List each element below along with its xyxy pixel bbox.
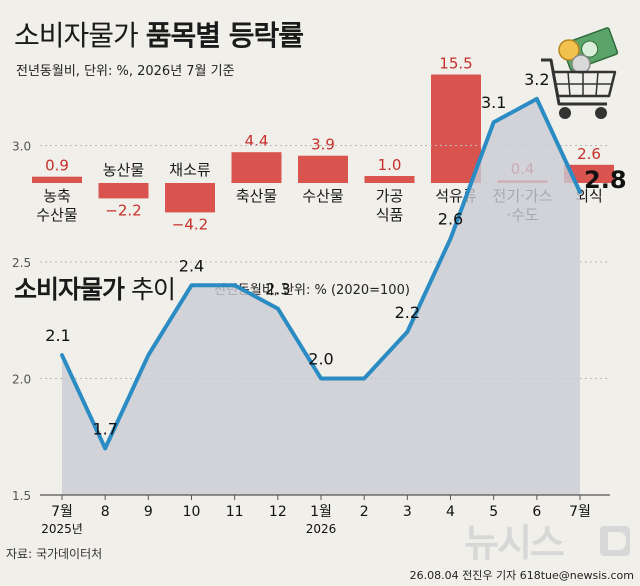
bar-0 bbox=[32, 176, 82, 183]
y-tick-label-2: 2.5 bbox=[12, 256, 31, 270]
point-value-label-3: 2.4 bbox=[179, 256, 204, 275]
bottom-subtitle: 전년동월비, 단위: % (2020=100) bbox=[214, 283, 410, 298]
x-tick-label-9: 4 bbox=[446, 504, 455, 520]
bar-2 bbox=[165, 183, 215, 213]
x-sublabel-0: 2025년 bbox=[41, 522, 83, 536]
bar-value-label-8: 2.6 bbox=[577, 145, 601, 163]
x-tick-label-3: 10 bbox=[183, 504, 201, 520]
x-tick-label-5: 12 bbox=[269, 504, 287, 520]
trend-line bbox=[60, 96, 582, 451]
x-tick-label-0: 7월 bbox=[51, 504, 73, 520]
bar-category-label-0-0: 농축 bbox=[43, 187, 71, 205]
cpi-trend-chart: 1.5 2.0 2.5 3.0 2.1 7월 2025년 1.7 8 9 2.4 10 11 2.3 12 2… bbox=[12, 70, 627, 536]
x-sublabel-6: 2026 bbox=[306, 522, 337, 536]
bar-category-label-1-0: 농산물 bbox=[103, 161, 144, 179]
x-tick-label-7: 2 bbox=[360, 504, 369, 520]
bottom-title-bold: 소비자물가 bbox=[14, 275, 125, 304]
bar-6 bbox=[431, 74, 481, 183]
x-tick-label-6: 1월 bbox=[310, 504, 332, 520]
point-value-label-5: 2.3 bbox=[265, 280, 290, 299]
bar-8 bbox=[564, 164, 614, 183]
bar-category-label-5-1: 식품 bbox=[376, 206, 404, 224]
bar-category-label-8-0: 외식 bbox=[575, 187, 603, 205]
bar-1 bbox=[98, 183, 149, 199]
x-tick-label-1: 8 bbox=[101, 504, 110, 520]
point-value-label-1: 1.7 bbox=[92, 419, 117, 438]
top-subtitle: 전년동월비, 단위: %, 2026년 7월 기준 bbox=[16, 64, 235, 79]
bar-4 bbox=[298, 155, 348, 183]
x-tick-label-4: 11 bbox=[226, 504, 244, 520]
y-tick-label-1: 2.0 bbox=[12, 373, 31, 387]
x-tick-label-11: 6 bbox=[532, 504, 541, 520]
y-tick-label-0: 1.5 bbox=[12, 489, 31, 503]
x-tick-label-2: 9 bbox=[144, 504, 153, 520]
bar-value-label-4: 3.9 bbox=[311, 136, 335, 154]
bottom-title: 소비자물가 추이 bbox=[14, 270, 176, 306]
shopping-cart-with-money-icon bbox=[541, 27, 619, 119]
bar-category-label-5-0: 가공 bbox=[376, 187, 404, 205]
bar-category-label-0-1: 수산물 bbox=[36, 206, 77, 224]
point-value-label-0: 2.1 bbox=[45, 326, 70, 345]
bar-category-label-4-0: 수산물 bbox=[302, 187, 343, 205]
bar-category-label-2-0: 채소류 bbox=[169, 161, 211, 179]
point-value-label-9: 2.6 bbox=[438, 210, 463, 229]
bar-category-label-3-0: 축산물 bbox=[236, 187, 277, 205]
bar-value-label-0: 0.9 bbox=[45, 157, 69, 175]
area-fill bbox=[62, 98, 580, 496]
bar-value-label-2: −4.2 bbox=[172, 215, 208, 233]
top-title: 소비자물가 품목별 등락률 bbox=[14, 14, 304, 54]
bar-3 bbox=[231, 152, 282, 183]
point-value-label-8: 2.2 bbox=[395, 303, 420, 322]
x-tick-label-12: 7월 bbox=[569, 504, 591, 520]
y-tick-label-3: 3.0 bbox=[12, 140, 31, 154]
point-value-label-12: 2.8 bbox=[584, 166, 627, 194]
credit-line: 26.08.04 전진우 기자 618tue@newsis.com bbox=[409, 569, 634, 582]
bar-value-label-5: 1.0 bbox=[378, 156, 402, 174]
top-title-normal: 소비자물가 bbox=[14, 19, 139, 52]
bar-value-label-1: −2.2 bbox=[105, 201, 141, 219]
x-tick-label-8: 3 bbox=[403, 504, 412, 520]
point-value-label-11: 3.2 bbox=[524, 70, 549, 89]
bar-5 bbox=[364, 176, 415, 183]
newsis-logo: 뉴시스 bbox=[464, 521, 630, 564]
bottom-title-light: 추이 bbox=[130, 275, 176, 304]
top-title-bold: 품목별 등락률 bbox=[145, 19, 304, 52]
logo-text: 뉴시스 bbox=[464, 521, 564, 564]
point-value-label-6: 2.0 bbox=[308, 350, 333, 369]
source-note: 자료: 국가데이터처 bbox=[6, 547, 103, 561]
bar-value-label-6: 15.5 bbox=[439, 55, 472, 73]
x-tick-label-10: 5 bbox=[489, 504, 498, 520]
point-value-label-10: 3.1 bbox=[481, 93, 506, 112]
